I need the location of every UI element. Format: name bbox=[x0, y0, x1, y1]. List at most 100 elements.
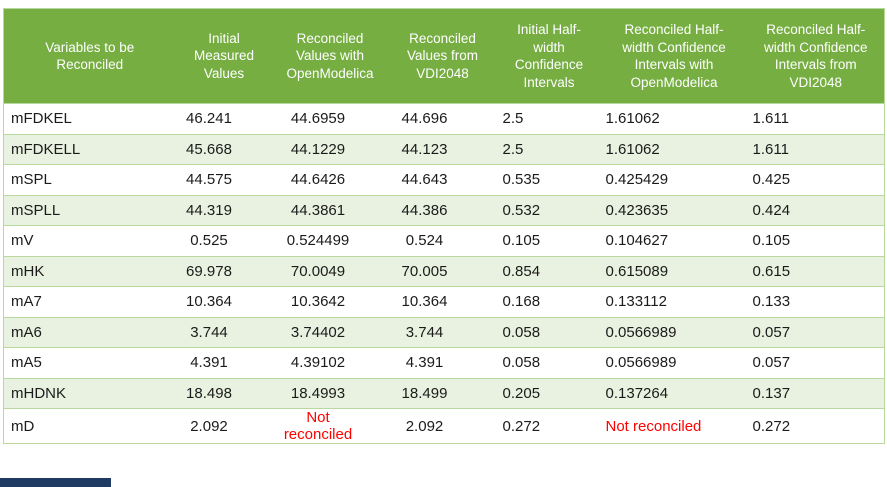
value-cell: 0.615 bbox=[747, 255, 885, 287]
value-cell: 2.5 bbox=[497, 133, 601, 165]
column-header-initial-measured-values: Initial Measured Values bbox=[175, 8, 273, 104]
column-header-halfwidth-ci-openmodelica: Reconciled Half- width Confidence Interv… bbox=[600, 8, 748, 104]
value-cell: 0.424 bbox=[747, 194, 885, 226]
value-cell: Not reconciled bbox=[600, 408, 748, 444]
table-row: mSPLL 44.319 44.3861 44.386 0.532 0.423635 0.4… bbox=[3, 194, 885, 226]
value-cell: 44.319 bbox=[175, 194, 273, 226]
table-row: mD 2.092 Not reconciled 2.092 0.272 Not recon… bbox=[3, 408, 885, 444]
value-cell: 0.425429 bbox=[600, 164, 748, 195]
value-cell: 0.0566989 bbox=[600, 316, 748, 348]
table-row: mA5 4.391 4.39102 4.391 0.058 0.0566989 0.057 bbox=[3, 347, 885, 378]
value-cell: 0.058 bbox=[497, 316, 601, 348]
value-cell: 0.104627 bbox=[600, 225, 748, 256]
value-cell: 18.498 bbox=[175, 377, 273, 409]
value-cell: 44.3861 bbox=[272, 194, 388, 226]
value-cell: 0.137264 bbox=[600, 377, 748, 409]
table-row: mHDNK 18.498 18.4993 18.499 0.205 0.137264 0.1… bbox=[3, 377, 885, 409]
value-cell: 0.133112 bbox=[600, 286, 748, 317]
value-cell: 0.272 bbox=[497, 408, 601, 444]
variable-name-cell: mFDKEL bbox=[3, 103, 176, 134]
value-cell: 4.391 bbox=[175, 347, 273, 378]
value-cell: 44.6426 bbox=[272, 164, 388, 195]
table-row: mHK 69.978 70.0049 70.005 0.854 0.615089 0.615 bbox=[3, 255, 885, 287]
column-header-reconciled-openmodelica: Reconciled Values with OpenModelica bbox=[272, 8, 388, 104]
value-cell: Not reconciled bbox=[272, 408, 388, 444]
value-cell: 4.39102 bbox=[272, 347, 388, 378]
variable-name-cell: mFDKELL bbox=[3, 133, 176, 165]
value-cell: 18.4993 bbox=[272, 377, 388, 409]
value-cell: 3.74402 bbox=[272, 316, 388, 348]
variable-name-cell: mSPLL bbox=[3, 194, 176, 226]
table-body: mFDKEL 46.241 44.6959 44.696 2.5 1.61062 1.611… bbox=[3, 103, 885, 444]
value-cell: 0.057 bbox=[747, 347, 885, 378]
value-cell: 3.744 bbox=[387, 316, 498, 348]
value-cell: 44.575 bbox=[175, 164, 273, 195]
value-cell: 0.133 bbox=[747, 286, 885, 317]
table-row: mV 0.525 0.524499 0.524 0.105 0.104627 0.105 bbox=[3, 225, 885, 256]
value-cell: 18.499 bbox=[387, 377, 498, 409]
value-cell: 44.643 bbox=[387, 164, 498, 195]
value-cell: 0.423635 bbox=[600, 194, 748, 226]
value-cell: 10.364 bbox=[175, 286, 273, 317]
value-cell: 44.6959 bbox=[272, 103, 388, 134]
table-row: mFDKEL 46.241 44.6959 44.696 2.5 1.61062 1.611 bbox=[3, 103, 885, 134]
value-cell: 69.978 bbox=[175, 255, 273, 287]
value-cell: 0.205 bbox=[497, 377, 601, 409]
value-cell: 46.241 bbox=[175, 103, 273, 134]
value-cell: 1.611 bbox=[747, 103, 885, 134]
value-cell: 44.696 bbox=[387, 103, 498, 134]
variable-name-cell: mA7 bbox=[3, 286, 176, 317]
value-cell: 0.525 bbox=[175, 225, 273, 256]
variable-name-cell: mA6 bbox=[3, 316, 176, 348]
value-cell: 44.386 bbox=[387, 194, 498, 226]
value-cell: 0.535 bbox=[497, 164, 601, 195]
column-header-reconciled-vdi2048: Reconciled Values from VDI2048 bbox=[387, 8, 498, 104]
value-cell: 0.105 bbox=[747, 225, 885, 256]
variable-name-cell: mSPL bbox=[3, 164, 176, 195]
value-cell: 2.5 bbox=[497, 103, 601, 134]
value-cell: 3.744 bbox=[175, 316, 273, 348]
reconciliation-table: Variables to be Reconciled Initial Measu… bbox=[3, 8, 885, 444]
variable-name-cell: mHK bbox=[3, 255, 176, 287]
value-cell: 70.005 bbox=[387, 255, 498, 287]
column-header-variables: Variables to be Reconciled bbox=[3, 8, 176, 104]
table-row: mFDKELL 45.668 44.1229 44.123 2.5 1.61062 1.61… bbox=[3, 133, 885, 165]
value-cell: 1.61062 bbox=[600, 133, 748, 165]
value-cell: 2.092 bbox=[175, 408, 273, 444]
value-cell: 10.364 bbox=[387, 286, 498, 317]
header-row: Variables to be Reconciled Initial Measu… bbox=[3, 8, 885, 104]
value-cell: 10.3642 bbox=[272, 286, 388, 317]
value-cell: 0.532 bbox=[497, 194, 601, 226]
value-cell: 0.272 bbox=[747, 408, 885, 444]
value-cell: 45.668 bbox=[175, 133, 273, 165]
table-header: Variables to be Reconciled Initial Measu… bbox=[3, 8, 885, 104]
value-cell: 0.615089 bbox=[600, 255, 748, 287]
value-cell: 2.092 bbox=[387, 408, 498, 444]
value-cell: 0.137 bbox=[747, 377, 885, 409]
value-cell: 0.854 bbox=[497, 255, 601, 287]
variable-name-cell: mA5 bbox=[3, 347, 176, 378]
table-row: mA7 10.364 10.3642 10.364 0.168 0.133112 0.133 bbox=[3, 286, 885, 317]
value-cell: 0.524 bbox=[387, 225, 498, 256]
table-row: mSPL 44.575 44.6426 44.643 0.535 0.425429 0.42… bbox=[3, 164, 885, 195]
value-cell: 1.611 bbox=[747, 133, 885, 165]
value-cell: 0.057 bbox=[747, 316, 885, 348]
value-cell: 44.1229 bbox=[272, 133, 388, 165]
value-cell: 0.524499 bbox=[272, 225, 388, 256]
table-row: mA6 3.744 3.74402 3.744 0.058 0.0566989 0.057 bbox=[3, 316, 885, 348]
variable-name-cell: mV bbox=[3, 225, 176, 256]
variable-name-cell: mD bbox=[3, 408, 176, 444]
value-cell: 4.391 bbox=[387, 347, 498, 378]
background-window-fragment bbox=[0, 478, 111, 487]
column-header-halfwidth-ci-vdi2048: Reconciled Half- width Confidence Interv… bbox=[747, 8, 885, 104]
variable-name-cell: mHDNK bbox=[3, 377, 176, 409]
value-cell: 0.168 bbox=[497, 286, 601, 317]
value-cell: 70.0049 bbox=[272, 255, 388, 287]
value-cell: 44.123 bbox=[387, 133, 498, 165]
value-cell: 0.058 bbox=[497, 347, 601, 378]
value-cell: 0.105 bbox=[497, 225, 601, 256]
value-cell: 1.61062 bbox=[600, 103, 748, 134]
value-cell: 0.425 bbox=[747, 164, 885, 195]
column-header-initial-halfwidth-ci: Initial Half- width Confidence Intervals bbox=[497, 8, 601, 104]
